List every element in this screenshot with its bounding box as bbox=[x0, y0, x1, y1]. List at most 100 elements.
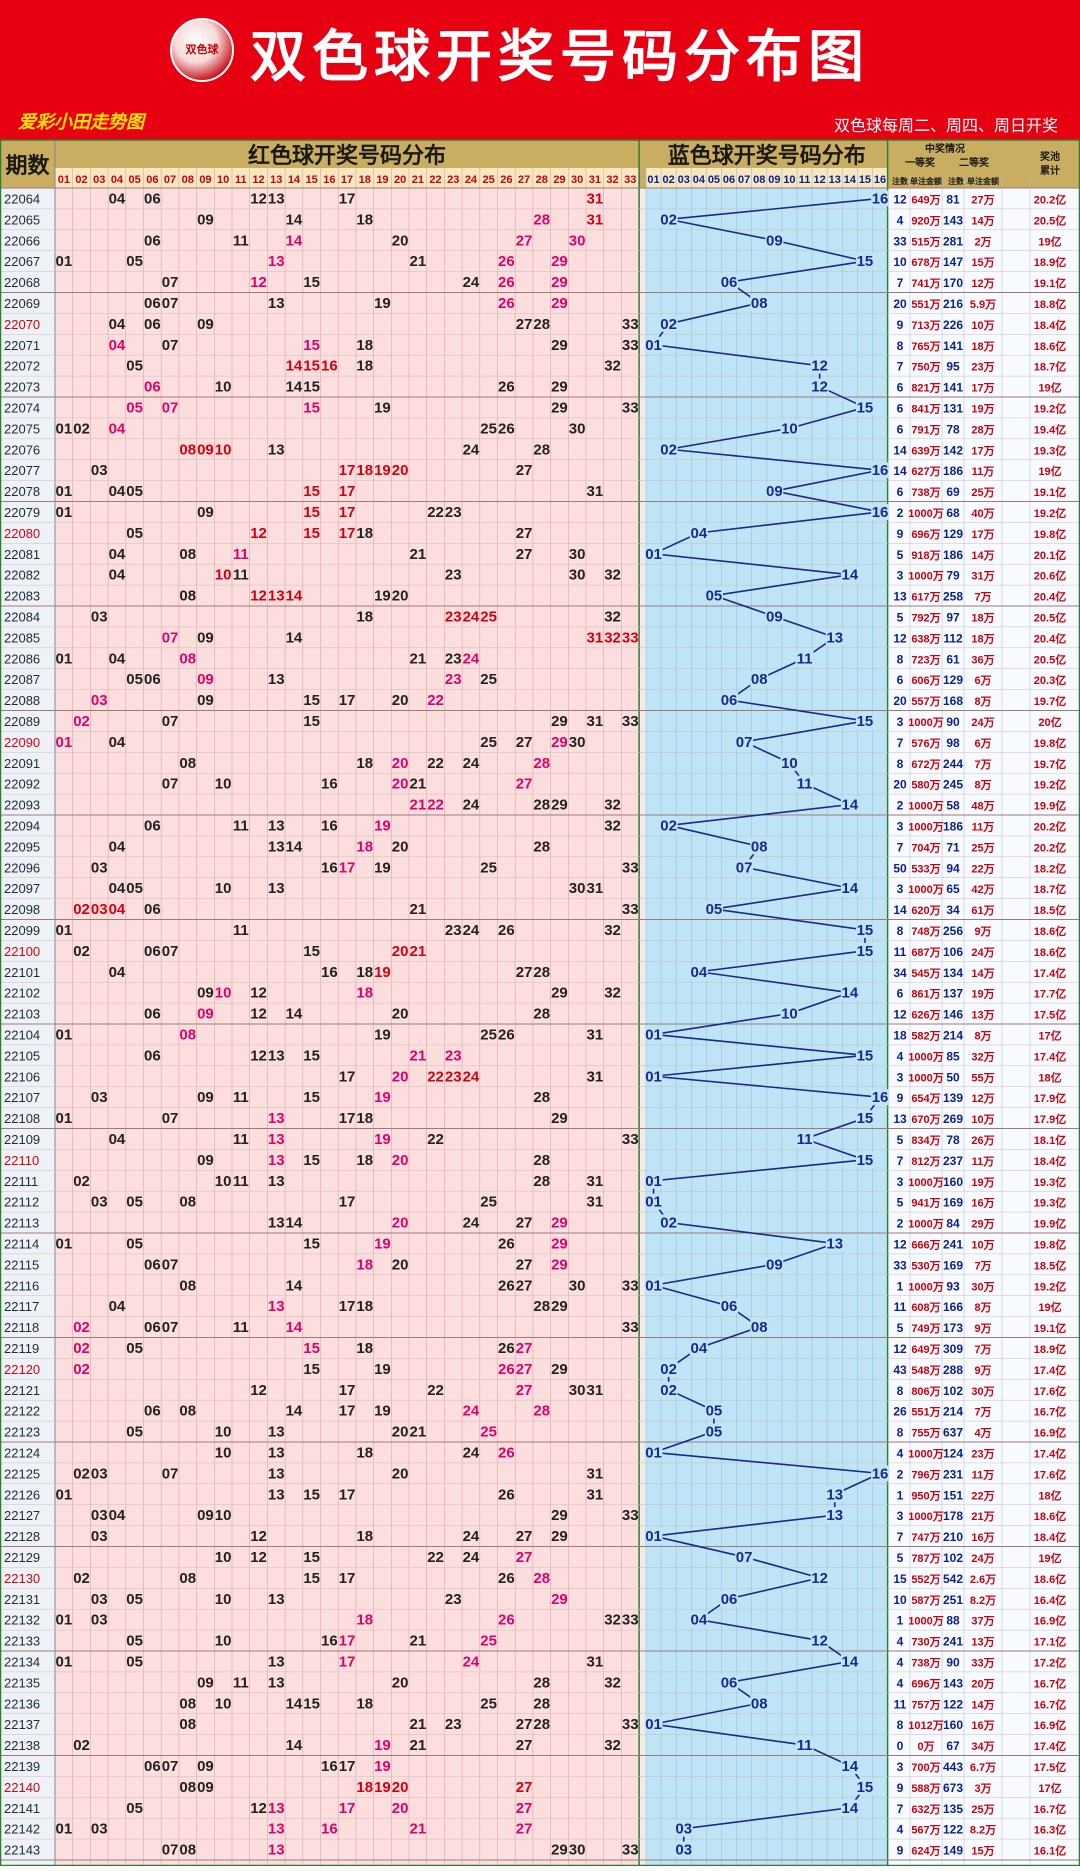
red-ball-number: 14 bbox=[286, 1319, 303, 1336]
red-ball-number: 08 bbox=[179, 1779, 196, 1796]
red-ball-number: 21 bbox=[410, 797, 427, 814]
period-label: 22117 bbox=[4, 1299, 39, 1314]
blue-ball-number: 15 bbox=[857, 1779, 874, 1796]
red-ball-number: 12 bbox=[250, 525, 267, 542]
period-label: 22079 bbox=[4, 505, 40, 520]
first-prize-amount: 747万 bbox=[911, 1531, 940, 1544]
second-prize-amount: 13万 bbox=[971, 1636, 994, 1649]
red-ball-number: 08 bbox=[179, 1695, 196, 1712]
red-ball-number: 28 bbox=[533, 838, 550, 855]
blue-ball-number: 05 bbox=[706, 901, 723, 918]
red-ball-number: 08 bbox=[179, 650, 196, 667]
red-ball-number: 27 bbox=[516, 1382, 533, 1399]
red-number-header: 10 bbox=[217, 174, 229, 186]
red-ball-number: 18 bbox=[356, 964, 373, 981]
red-ball-number: 16 bbox=[321, 817, 338, 834]
blue-ball-bg bbox=[720, 1590, 739, 1607]
red-ball-number: 02 bbox=[73, 1570, 90, 1587]
first-prize-amount: 920万 bbox=[911, 214, 940, 227]
blue-ball-bg bbox=[659, 1360, 678, 1377]
second-prize-count: 71 bbox=[946, 840, 960, 854]
second-prize-amount: 24万 bbox=[971, 716, 994, 729]
second-prize-amount: 19万 bbox=[971, 1176, 994, 1189]
blue-ball-bg bbox=[871, 190, 890, 207]
period-label: 22098 bbox=[4, 902, 40, 917]
red-ball-number: 32 bbox=[604, 567, 621, 584]
first-prize-count: 3 bbox=[897, 1070, 904, 1084]
blue-ball-bg bbox=[840, 566, 859, 583]
second-prize-count: 137 bbox=[943, 987, 963, 1001]
prize-pool: 19.1亿 bbox=[1034, 485, 1066, 499]
red-ball-number: 15 bbox=[303, 692, 320, 709]
second-prize-amount: 14万 bbox=[971, 549, 994, 562]
red-ball-number: 03 bbox=[91, 462, 108, 479]
first-prize-amount: 834万 bbox=[911, 1134, 940, 1147]
prize-pool: 18.1亿 bbox=[1034, 1133, 1066, 1147]
red-ball-number: 30 bbox=[569, 880, 586, 897]
red-ball-number: 21 bbox=[410, 1821, 427, 1838]
red-ball-number: 28 bbox=[533, 1173, 550, 1190]
red-ball-number: 20 bbox=[392, 943, 409, 960]
red-ball-number: 17 bbox=[339, 462, 356, 479]
red-ball-number: 11 bbox=[233, 567, 249, 584]
period-label: 22140 bbox=[4, 1780, 40, 1795]
second-prize-amount: 20万 bbox=[971, 1677, 994, 1690]
red-ball-number: 01 bbox=[56, 1110, 73, 1127]
first-prize-count: 3 bbox=[897, 1509, 904, 1523]
red-ball-number: 18 bbox=[356, 462, 373, 479]
period-label: 22114 bbox=[4, 1236, 39, 1251]
red-ball-number: 07 bbox=[162, 629, 179, 646]
red-ball-number: 20 bbox=[392, 1256, 409, 1273]
blue-ball-number: 16 bbox=[872, 1089, 889, 1106]
red-zone-header: 红色球开奖号码分布 bbox=[248, 143, 446, 168]
red-ball-number: 28 bbox=[533, 316, 550, 333]
red-ball-number: 33 bbox=[622, 1612, 639, 1629]
red-ball-number: 31 bbox=[587, 713, 604, 730]
blue-ball-number: 04 bbox=[691, 525, 708, 542]
first-prize-count: 12 bbox=[893, 631, 907, 645]
first-prize-count: 5 bbox=[897, 610, 904, 624]
red-ball-number: 30 bbox=[569, 1277, 586, 1294]
first-prize-amount: 1000万 bbox=[908, 820, 943, 833]
pool-header: 奖池 bbox=[1040, 150, 1060, 163]
prize-pool: 20.1亿 bbox=[1034, 548, 1066, 562]
first-prize-count: 5 bbox=[897, 1321, 904, 1335]
red-ball-number: 21 bbox=[410, 943, 427, 960]
second-prize-count: 673 bbox=[943, 1781, 963, 1795]
red-ball-number: 22 bbox=[427, 692, 444, 709]
blue-ball-bg bbox=[810, 378, 829, 395]
red-ball-number: 09 bbox=[197, 629, 214, 646]
blue-ball-bg bbox=[780, 1005, 799, 1022]
red-ball-number: 01 bbox=[56, 483, 73, 500]
blue-ball-bg bbox=[780, 420, 799, 437]
first-prize-amount: 738万 bbox=[911, 1656, 940, 1669]
period-label: 22093 bbox=[4, 798, 40, 813]
period-label: 22078 bbox=[4, 484, 40, 499]
second-prize-count: 169 bbox=[943, 1196, 963, 1210]
first-prize-count: 5 bbox=[897, 1196, 904, 1210]
red-ball-number: 27 bbox=[516, 1256, 533, 1273]
red-ball-number: 19 bbox=[374, 859, 391, 876]
first-prize-amount: 1000万 bbox=[908, 570, 943, 583]
first-prize-amount: 696万 bbox=[911, 528, 940, 541]
red-ball-number: 21 bbox=[410, 1047, 427, 1064]
blue-ball-number: 08 bbox=[751, 295, 768, 312]
red-ball-number: 04 bbox=[109, 483, 126, 500]
prize-pool: 16.4亿 bbox=[1034, 1593, 1066, 1607]
second-prize-count: 169 bbox=[943, 1258, 963, 1272]
red-ball-number: 19 bbox=[374, 588, 391, 605]
first-prize-header: 一等奖 bbox=[905, 156, 936, 169]
blue-ball-number: 08 bbox=[751, 1319, 768, 1336]
red-ball-number: 23 bbox=[445, 1716, 462, 1733]
red-ball-number: 12 bbox=[250, 274, 267, 291]
second-prize-amount: 17万 bbox=[971, 528, 994, 541]
red-ball-number: 23 bbox=[445, 567, 462, 584]
prize-pool: 17.5亿 bbox=[1034, 1760, 1066, 1774]
prize-pool: 19.7亿 bbox=[1034, 757, 1066, 771]
red-ball-number: 22 bbox=[427, 1131, 444, 1148]
blue-ball-bg bbox=[765, 232, 784, 249]
blue-number-header: 15 bbox=[859, 174, 871, 186]
blue-number-header: 03 bbox=[678, 174, 690, 186]
first-prize-count: 14 bbox=[893, 464, 907, 478]
first-prize-count: 8 bbox=[897, 339, 904, 353]
